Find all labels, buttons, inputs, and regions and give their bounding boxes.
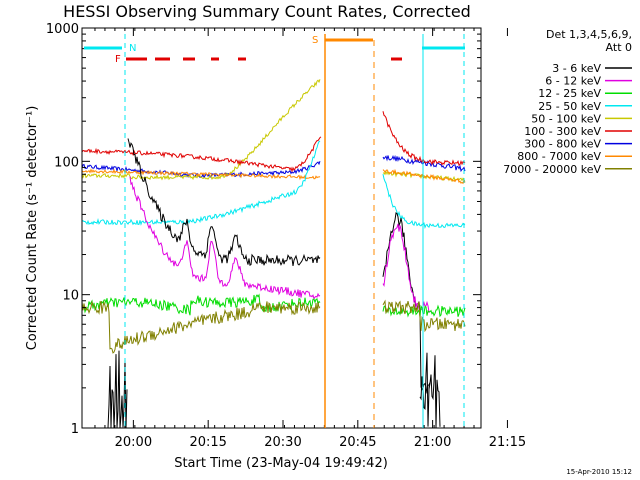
plot-area xyxy=(81,79,466,429)
legend-label: 6 - 12 keV xyxy=(545,75,601,88)
legend-label: 25 - 50 keV xyxy=(538,100,601,113)
x-tick-label: 21:15 xyxy=(489,435,526,450)
x-tick-label: 21:00 xyxy=(414,435,451,450)
x-tick-label: 20:30 xyxy=(264,435,301,450)
x-axis-label: Start Time (23-May-04 19:49:42) xyxy=(174,456,388,471)
y-tick-label: 10 xyxy=(62,289,79,304)
chart-title: HESSI Observing Summary Count Rates, Cor… xyxy=(63,2,471,21)
series-12-25-kev xyxy=(382,304,466,318)
series-300-800-kev xyxy=(81,161,321,179)
legend-label: 800 - 7000 keV xyxy=(517,150,601,163)
y-tick-label: 1 xyxy=(71,422,79,437)
legend-title-line2: Att 0 xyxy=(606,41,632,54)
series-7000-20000-kev xyxy=(81,300,321,354)
series-7000-20000-kev xyxy=(382,299,466,333)
series-6-12-kev xyxy=(129,176,321,300)
legend-label: 100 - 300 keV xyxy=(524,125,601,138)
series-50-100-kev xyxy=(81,79,321,181)
series-50-100-kev xyxy=(382,170,466,183)
plot-frame xyxy=(81,27,482,429)
y-axis-ticks: 1 10 100 1000 xyxy=(46,22,481,437)
series-800-7000-kev xyxy=(382,168,466,185)
saa-flag-label: S xyxy=(312,35,318,46)
legend-label: 50 - 100 keV xyxy=(531,112,601,125)
x-tick-label: 20:00 xyxy=(115,435,152,450)
series-300-800-kev xyxy=(382,154,466,173)
x-tick-label: 20:15 xyxy=(189,435,226,450)
series-100-300-kev xyxy=(81,136,322,173)
x-axis-ticks: 20:00 20:15 20:30 20:45 21:00 21:15 xyxy=(94,28,526,450)
x-tick-label: 20:45 xyxy=(339,435,376,450)
legend-label: 3 - 6 keV xyxy=(552,62,601,75)
series-3-6-kev xyxy=(382,212,431,394)
y-axis-label: Corrected Count Rate (s⁻¹ detector⁻¹) xyxy=(25,106,40,351)
series-3-6-kev xyxy=(127,138,321,267)
night-flag-label: N xyxy=(129,43,136,54)
y-tick-label: 100 xyxy=(54,155,79,170)
y-tick-label: 1000 xyxy=(46,22,79,37)
series-25-50-kev xyxy=(81,140,321,226)
series-3-6-kev xyxy=(107,350,128,429)
series-100-300-kev xyxy=(382,111,466,166)
series-800-7000-kev xyxy=(81,168,321,181)
flare-flag-label: F xyxy=(115,54,121,65)
legend-label: 12 - 25 keV xyxy=(538,87,601,100)
legend-label: 300 - 800 keV xyxy=(524,138,601,151)
series-25-50-kev xyxy=(382,173,466,229)
flag-markers: NF S xyxy=(84,34,465,428)
footer-date: 15-Apr-2010 15:12 xyxy=(566,468,632,476)
legend-label: 7000 - 20000 keV xyxy=(503,163,601,176)
legend-title-line1: Det 1,3,4,5,6,9, xyxy=(546,28,632,41)
